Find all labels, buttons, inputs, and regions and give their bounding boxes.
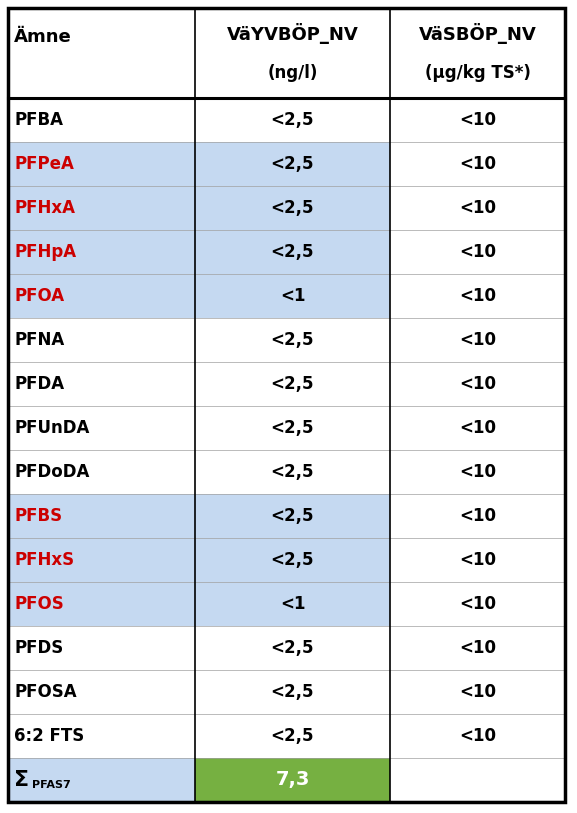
Bar	[390, 626, 565, 670]
Bar	[8, 714, 390, 758]
Text: (ng/l): (ng/l)	[267, 63, 318, 82]
Text: <2,5: <2,5	[271, 243, 314, 261]
Text: <10: <10	[459, 683, 496, 701]
Bar	[8, 274, 390, 318]
Bar	[8, 450, 390, 494]
Bar	[390, 274, 565, 318]
Bar	[390, 406, 565, 450]
Text: <10: <10	[459, 639, 496, 657]
Bar	[8, 186, 390, 230]
Text: <10: <10	[459, 155, 496, 173]
Text: PFOS: PFOS	[14, 595, 63, 613]
Bar	[390, 142, 565, 186]
Bar	[8, 142, 390, 186]
Bar	[8, 406, 390, 450]
Text: <2,5: <2,5	[271, 507, 314, 525]
Text: PFOSA: PFOSA	[14, 683, 77, 701]
Text: <2,5: <2,5	[271, 155, 314, 173]
Text: <10: <10	[459, 551, 496, 569]
Text: <2,5: <2,5	[271, 375, 314, 393]
Text: <10: <10	[459, 419, 496, 437]
Text: <10: <10	[459, 507, 496, 525]
Bar	[390, 582, 565, 626]
Bar	[8, 230, 390, 274]
Text: PFDoDA: PFDoDA	[14, 463, 89, 481]
Bar	[390, 670, 565, 714]
Text: PFHpA: PFHpA	[14, 243, 76, 261]
Text: PFOA: PFOA	[14, 287, 64, 305]
Text: PFBA: PFBA	[14, 111, 63, 129]
Bar	[8, 538, 390, 582]
Text: <10: <10	[459, 375, 496, 393]
Text: <10: <10	[459, 243, 496, 261]
Bar	[8, 318, 390, 362]
Text: PFDA: PFDA	[14, 375, 64, 393]
Bar	[390, 98, 565, 142]
Text: <10: <10	[459, 595, 496, 613]
Text: <2,5: <2,5	[271, 111, 314, 129]
Text: Σ: Σ	[14, 770, 29, 790]
Text: <1: <1	[280, 595, 305, 613]
Text: <2,5: <2,5	[271, 199, 314, 217]
Text: 6:2 FTS: 6:2 FTS	[14, 727, 84, 745]
Bar	[390, 318, 565, 362]
Bar	[8, 670, 390, 714]
Bar	[390, 230, 565, 274]
Text: <2,5: <2,5	[271, 639, 314, 657]
Bar	[390, 714, 565, 758]
Text: PFBS: PFBS	[14, 507, 62, 525]
Text: <2,5: <2,5	[271, 331, 314, 349]
Text: <10: <10	[459, 199, 496, 217]
Text: VäSBÖP_NV: VäSBÖP_NV	[419, 23, 537, 44]
Bar	[195, 758, 390, 802]
Text: PFNA: PFNA	[14, 331, 64, 349]
Text: <2,5: <2,5	[271, 419, 314, 437]
Text: Ämne: Ämne	[14, 28, 72, 46]
Bar	[390, 758, 565, 802]
Bar	[8, 494, 390, 538]
Bar	[390, 186, 565, 230]
Bar	[8, 362, 390, 406]
Text: <10: <10	[459, 727, 496, 745]
Text: <10: <10	[459, 287, 496, 305]
Text: PFHxS: PFHxS	[14, 551, 74, 569]
Bar	[8, 8, 565, 98]
Bar	[8, 626, 390, 670]
Bar	[8, 98, 390, 142]
Text: <2,5: <2,5	[271, 551, 314, 569]
Text: <2,5: <2,5	[271, 683, 314, 701]
Text: PFPeA: PFPeA	[14, 155, 74, 173]
Text: PFAS7: PFAS7	[32, 780, 71, 790]
Text: <10: <10	[459, 463, 496, 481]
Text: <1: <1	[280, 287, 305, 305]
Text: (μg/kg TS*): (μg/kg TS*)	[425, 63, 530, 82]
Text: <2,5: <2,5	[271, 463, 314, 481]
Text: <2,5: <2,5	[271, 727, 314, 745]
Text: PFUnDA: PFUnDA	[14, 419, 89, 437]
Text: <10: <10	[459, 331, 496, 349]
Bar	[8, 582, 390, 626]
Text: <10: <10	[459, 111, 496, 129]
Bar	[390, 494, 565, 538]
Bar	[390, 362, 565, 406]
Bar	[390, 538, 565, 582]
Bar	[8, 758, 195, 802]
Text: PFDS: PFDS	[14, 639, 63, 657]
Bar	[390, 450, 565, 494]
Text: 7,3: 7,3	[275, 771, 310, 789]
Text: VäYVBÖP_NV: VäYVBÖP_NV	[227, 23, 358, 44]
Text: PFHxA: PFHxA	[14, 199, 75, 217]
